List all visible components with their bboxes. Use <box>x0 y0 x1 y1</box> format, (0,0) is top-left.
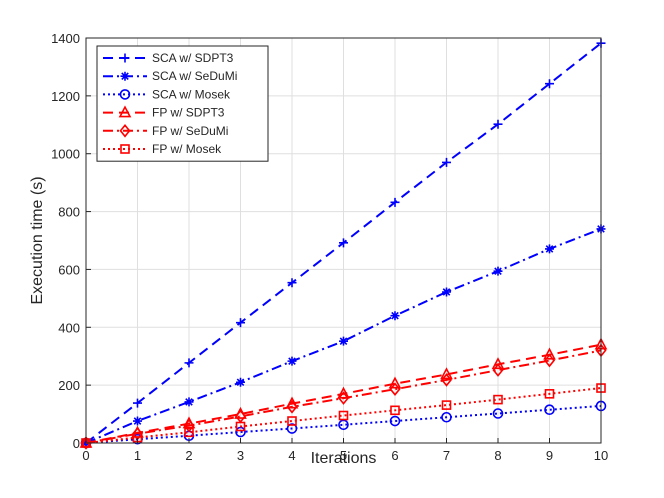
data-point-triangle <box>440 367 453 380</box>
legend-label: FP w/ Mosek <box>152 142 222 156</box>
data-point-asterisk <box>236 377 245 387</box>
data-point-circle <box>492 408 504 419</box>
y-tick-label: 600 <box>58 262 80 277</box>
y-tick-label: 1200 <box>51 89 80 104</box>
data-point-square <box>184 427 194 438</box>
legend-entry: FP w/ SeDuMi <box>103 124 228 138</box>
x-tick-label: 5 <box>340 448 347 463</box>
legend-entry: SCA w/ SDPT3 <box>103 51 234 65</box>
series-line <box>85 387 602 444</box>
x-tick-label: 10 <box>594 448 608 463</box>
legend-entry: FP w/ Mosek <box>103 142 222 156</box>
x-axis-label: Iterations <box>311 450 377 467</box>
data-point-asterisk <box>493 266 503 276</box>
data-point-square <box>338 410 349 421</box>
x-tick-label: 8 <box>494 448 501 463</box>
data-point-diamond <box>183 418 195 433</box>
data-point-square <box>287 416 297 426</box>
data-point-circle <box>389 415 401 427</box>
legend-entry: FP w/ SDPT3 <box>103 105 225 120</box>
data-point-square <box>235 421 246 432</box>
data-point-diamond <box>286 400 298 414</box>
data-point-square <box>544 389 555 399</box>
data-point-asterisk <box>545 244 554 254</box>
legend-label: SCA w/ Mosek <box>152 87 231 101</box>
data-point-diamond <box>389 382 401 396</box>
x-tick-label: 4 <box>288 448 295 463</box>
x-tick-label: 0 <box>82 448 89 463</box>
data-point-square <box>390 405 400 416</box>
x-tick-label: 6 <box>391 448 398 463</box>
data-point-triangle <box>388 376 402 389</box>
data-point-circle <box>544 404 555 416</box>
ticks: 0 1 2 3 4 5 6 7 8 9 10 0 200 400 600 800 1000 1200 1400 <box>51 31 608 463</box>
data-point-square <box>441 400 452 410</box>
x-tick-label: 2 <box>185 448 192 463</box>
data-point-plus <box>287 278 297 288</box>
data-point-diamond <box>337 391 350 405</box>
data-point-plus <box>493 119 503 129</box>
legend-marker-asterisk <box>120 71 130 81</box>
legend-marker-square <box>120 144 130 154</box>
y-tick-label: 800 <box>58 205 80 220</box>
legend-box <box>96 45 269 162</box>
y-tick-label: 200 <box>58 378 80 393</box>
data-point-asterisk <box>184 397 194 407</box>
legend-marker-triangle <box>118 105 132 118</box>
data-point-asterisk <box>287 356 297 366</box>
data-point-diamond <box>440 373 453 387</box>
data-point-triangle <box>491 357 505 370</box>
series-line <box>85 227 602 444</box>
data-point-plus <box>390 197 400 207</box>
y-tick-label: 1000 <box>51 147 80 162</box>
data-point-circle <box>286 423 298 434</box>
data-point-asterisk <box>339 336 348 346</box>
y-tick-label: 400 <box>58 320 80 335</box>
legend-entry: SCA w/ Mosek <box>103 87 231 101</box>
series-line <box>85 349 602 444</box>
data-point-plus <box>442 157 451 167</box>
data-point-plus <box>545 79 554 89</box>
legend-label: FP w/ SeDuMi <box>152 124 228 138</box>
x-tick-label: 7 <box>443 448 450 463</box>
x-tick-label: 9 <box>546 448 553 463</box>
legend-marker-circle <box>119 89 131 100</box>
data-point-plus <box>236 318 245 328</box>
x-tick-label: 3 <box>237 448 244 463</box>
data-point-diamond <box>492 363 504 377</box>
data-point-asterisk <box>133 416 142 426</box>
y-axis-label: Execution time (s) <box>29 176 46 304</box>
legend-label: SCA w/ SeDuMi <box>152 69 237 83</box>
data-point-diamond <box>543 353 556 368</box>
data-point-plus <box>133 398 142 408</box>
series-fp-w-mosek <box>81 383 606 448</box>
legend: SCA w/ SDPT3 SCA w/ SeDuMi SCA w/ Mosek FP … <box>96 45 269 162</box>
legend-marker-plus <box>120 53 130 63</box>
data-point-diamond <box>80 436 92 450</box>
data-point-asterisk <box>442 287 451 297</box>
y-tick-label: 1400 <box>51 31 80 46</box>
legend-marker-diamond <box>119 124 131 138</box>
data-point-plus <box>184 358 194 368</box>
data-point-triangle <box>543 347 556 360</box>
data-point-plus <box>339 238 348 248</box>
data-point-asterisk <box>390 311 400 321</box>
data-point-circle <box>441 411 452 423</box>
x-tick-label: 1 <box>134 448 141 463</box>
data-point-square <box>493 394 503 405</box>
legend-label: FP w/ SDPT3 <box>152 106 225 120</box>
legend-entry: SCA w/ SeDuMi <box>103 69 237 83</box>
legend-label: SCA w/ SDPT3 <box>152 51 234 65</box>
y-tick-label: 0 <box>73 436 80 451</box>
series-line <box>85 404 602 444</box>
